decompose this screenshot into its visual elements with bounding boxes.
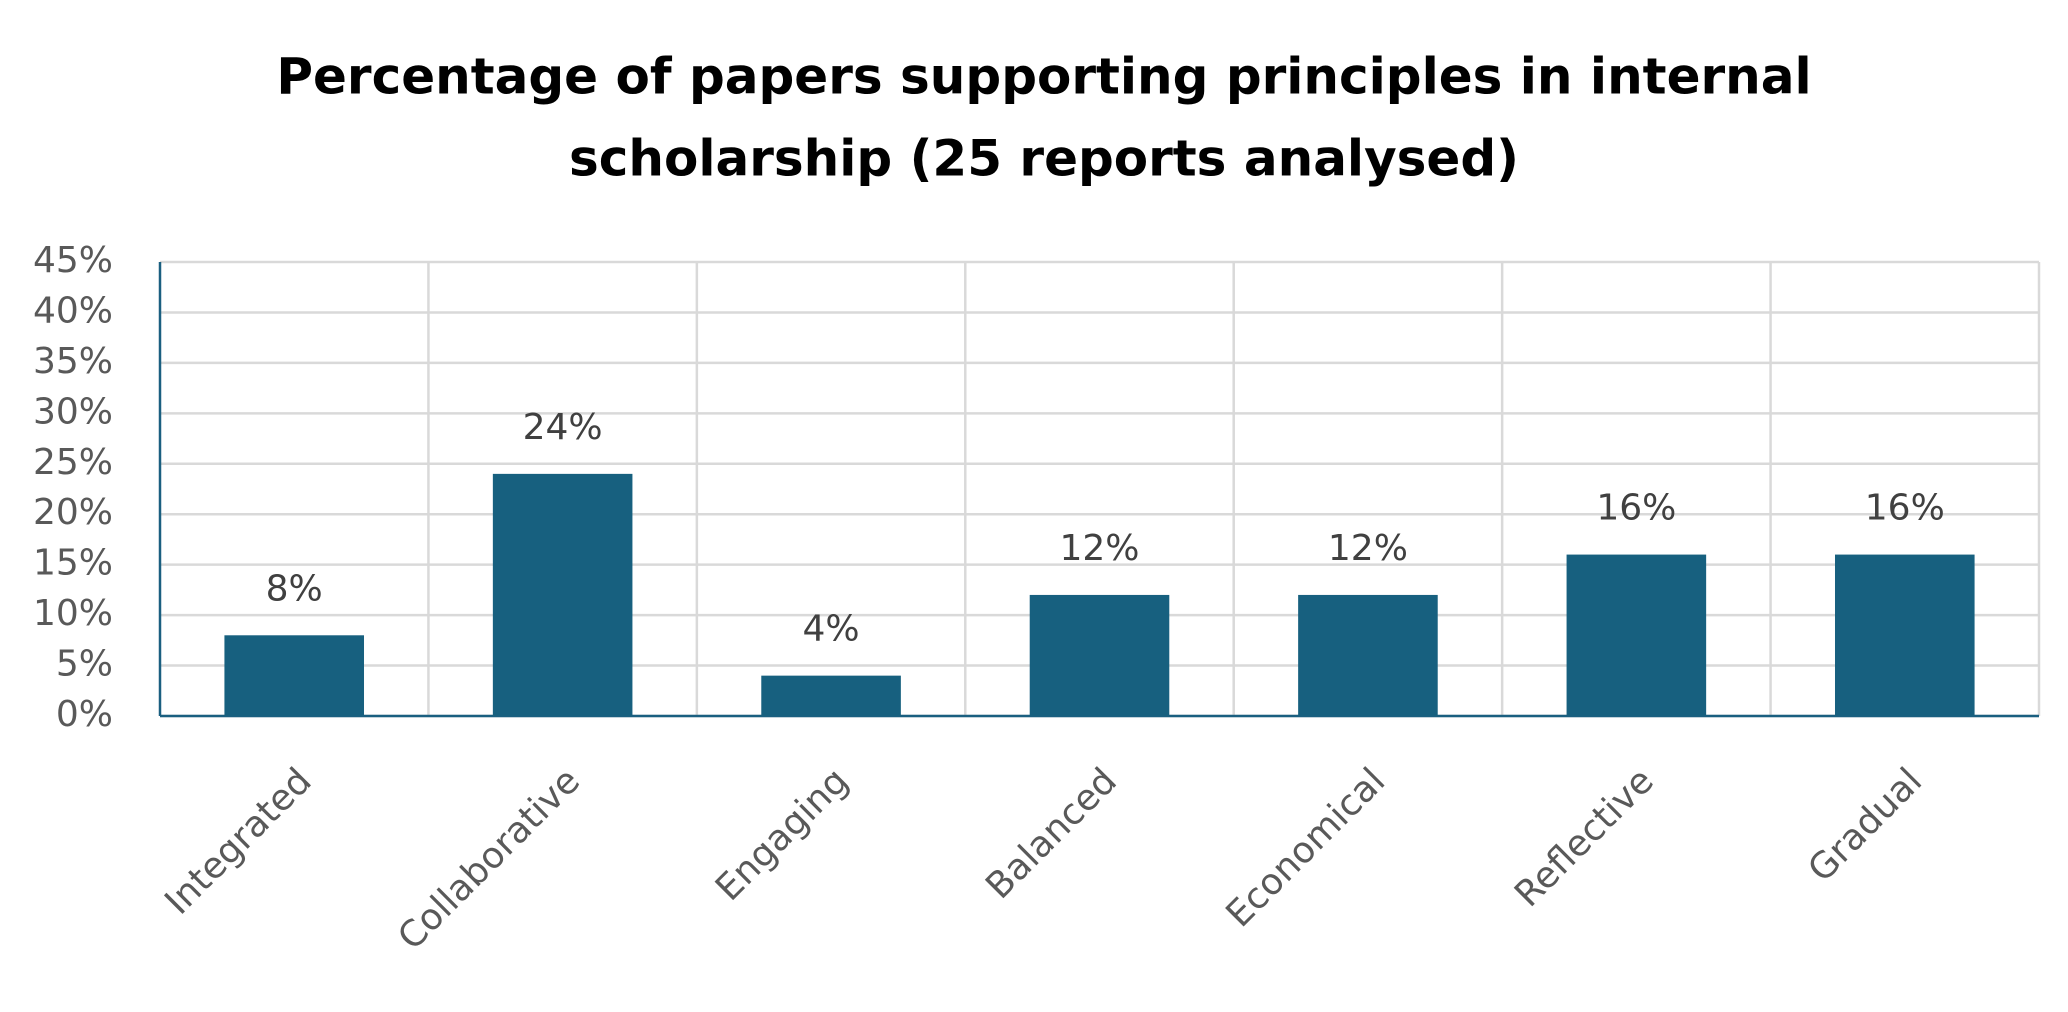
y-tick-label: 30%: [33, 391, 113, 432]
value-label: 16%: [1596, 488, 1676, 529]
y-tick-label: 15%: [33, 543, 113, 584]
y-tick-label: 10%: [33, 593, 113, 634]
x-tick-label: Engaging: [708, 760, 856, 908]
y-tick-label: 45%: [33, 240, 113, 281]
bar: [1029, 594, 1170, 716]
y-tick-label: 25%: [33, 442, 113, 483]
value-label: 12%: [1328, 528, 1408, 569]
value-label: 16%: [1865, 488, 1945, 529]
y-tick-label: 5%: [56, 644, 113, 685]
value-label: 12%: [1059, 528, 1139, 569]
x-tick-label: Economical: [1218, 760, 1393, 935]
x-tick-label: Collaborative: [390, 760, 588, 958]
bar: [224, 635, 365, 716]
x-tick-label: Balanced: [978, 760, 1125, 907]
y-tick-label: 0%: [56, 694, 113, 735]
x-tick-label: Gradual: [1800, 760, 1930, 890]
y-tick-label: 20%: [33, 492, 113, 533]
chart-title: scholarship (25 reports analysed): [569, 130, 1519, 188]
value-label: 8%: [266, 568, 323, 609]
value-label: 24%: [523, 407, 603, 448]
bar: [1566, 554, 1707, 716]
bar: [1834, 554, 1975, 716]
bar: [761, 675, 901, 716]
bar: [1298, 594, 1438, 716]
value-label: 4%: [803, 609, 860, 650]
y-tick-label: 35%: [33, 341, 113, 382]
x-tick-label: Integrated: [157, 760, 319, 922]
chart-title: Percentage of papers supporting principl…: [276, 48, 1811, 106]
y-tick-label: 40%: [33, 290, 113, 331]
bar: [492, 473, 633, 716]
x-tick-label: Reflective: [1507, 760, 1662, 915]
